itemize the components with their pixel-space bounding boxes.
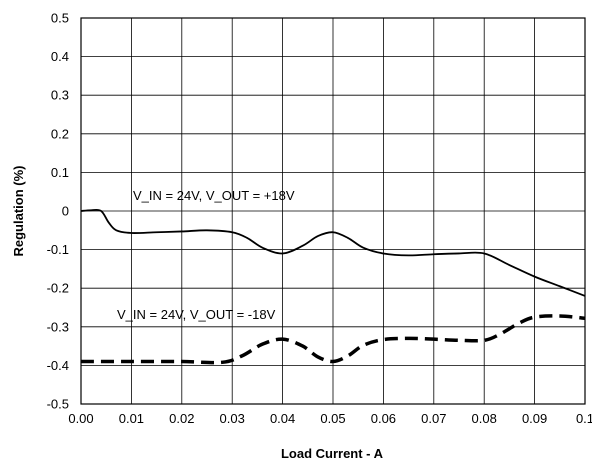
- series-plus-18v-line: [80, 208, 586, 297]
- y-tick-label: 0.4: [51, 49, 69, 64]
- x-tick-label: 0.08: [472, 411, 497, 426]
- x-tick-label: 0.06: [371, 411, 396, 426]
- y-axis-title: Regulation (%): [11, 166, 26, 257]
- x-tick-labels: 0.00 0.01 0.02 0.03 0.04 0.05 0.06 0.07 0.08 0.09…: [68, 411, 592, 426]
- annotation-minus-18v: V_IN = 24V, V_OUT = -18V: [117, 307, 276, 322]
- y-tick-label: -0.1: [47, 242, 69, 257]
- x-tick-label: 0.02: [169, 411, 194, 426]
- x-tick-label: 0.09: [522, 411, 547, 426]
- y-tick-label: 0.3: [51, 88, 69, 103]
- y-tick-labels: 0.5 0.4 0.3 0.2 0.1 0 -0.1 -0.2 -0.3 -0.4 -0.5: [47, 11, 69, 412]
- y-tick-label: 0: [62, 204, 69, 219]
- grid-layer: [81, 18, 585, 404]
- x-tick-label: 0.03: [220, 411, 245, 426]
- x-tick-label: 0.05: [320, 411, 345, 426]
- x-tick-label: 0.04: [270, 411, 295, 426]
- y-tick-label: 0.2: [51, 126, 69, 141]
- x-tick-label: 0.01: [119, 411, 144, 426]
- series-layer: [80, 208, 586, 365]
- y-tick-label: -0.3: [47, 319, 69, 334]
- x-tick-label: 0.07: [421, 411, 446, 426]
- y-tick-label: -0.2: [47, 281, 69, 296]
- x-tick-label: 0.1: [576, 411, 592, 426]
- plot-frame: [80, 17, 586, 405]
- y-tick-label: -0.4: [47, 358, 69, 373]
- x-tick-label: 0.00: [68, 411, 93, 426]
- y-tick-label: -0.5: [47, 397, 69, 412]
- annotation-plus-18v: V_IN = 24V, V_OUT = +18V: [133, 188, 295, 203]
- y-tick-label: 0.5: [51, 11, 69, 26]
- series-minus-18v-line: [81, 314, 586, 365]
- y-tick-label: 0.1: [51, 165, 69, 180]
- x-axis-title: Load Current - A: [281, 446, 384, 461]
